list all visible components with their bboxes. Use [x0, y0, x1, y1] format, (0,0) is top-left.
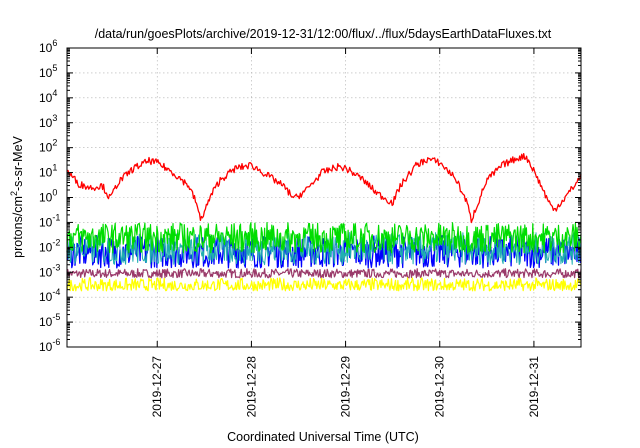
- x-tick-label: 2019-12-29: [339, 356, 353, 418]
- x-tick-label: 2019-12-28: [244, 356, 258, 418]
- y-tick-label: 10-5: [39, 312, 60, 329]
- y-tick-label: 102: [39, 138, 57, 155]
- y-tick-labels: 10-6 10-5 10-4 10-3 10-2 10-1 100 101 102 103 104 1…: [39, 38, 60, 354]
- series-group: [66, 152, 582, 292]
- y-tick-label: 104: [39, 88, 57, 105]
- x-tick-labels: 2019-12-27 2019-12-28 2019-12-29 2019-12-30…: [150, 356, 541, 418]
- y-tick-label: 101: [39, 163, 57, 180]
- series-line-4: [66, 268, 582, 279]
- grid: [67, 48, 581, 347]
- y-axis-label-rest: -s-sr-MeV: [11, 135, 25, 191]
- series-line-1: [66, 222, 582, 254]
- series-line-0: [66, 152, 582, 224]
- y-tick-label: 10-4: [39, 287, 60, 304]
- y-tick-label: 10-3: [39, 262, 60, 279]
- y-tick-label: 103: [39, 113, 57, 130]
- y-axis-label: protons/cm2-s-sr-MeV: [9, 135, 25, 257]
- x-tick-label: 2019-12-27: [150, 356, 164, 418]
- y-tick-label: 10-6: [39, 337, 60, 354]
- y-axis-label-superscript: 2: [9, 191, 19, 196]
- y-tick-label: 105: [39, 63, 57, 80]
- chart-title: /data/run/goesPlots/archive/2019-12-31/1…: [95, 27, 552, 41]
- axis-ticks: [67, 47, 581, 348]
- series-line-5: [66, 277, 582, 292]
- x-tick-label: 2019-12-30: [433, 356, 447, 418]
- y-tick-label: 106: [39, 38, 57, 55]
- y-tick-label: 10-2: [39, 237, 60, 254]
- x-axis-label: Coordinated Universal Time (UTC): [227, 430, 419, 444]
- x-tick-label: 2019-12-31: [527, 356, 541, 418]
- y-tick-label: 10-1: [39, 212, 60, 229]
- y-tick-label: 100: [39, 188, 57, 205]
- y-axis-label-base: protons/cm: [11, 196, 25, 258]
